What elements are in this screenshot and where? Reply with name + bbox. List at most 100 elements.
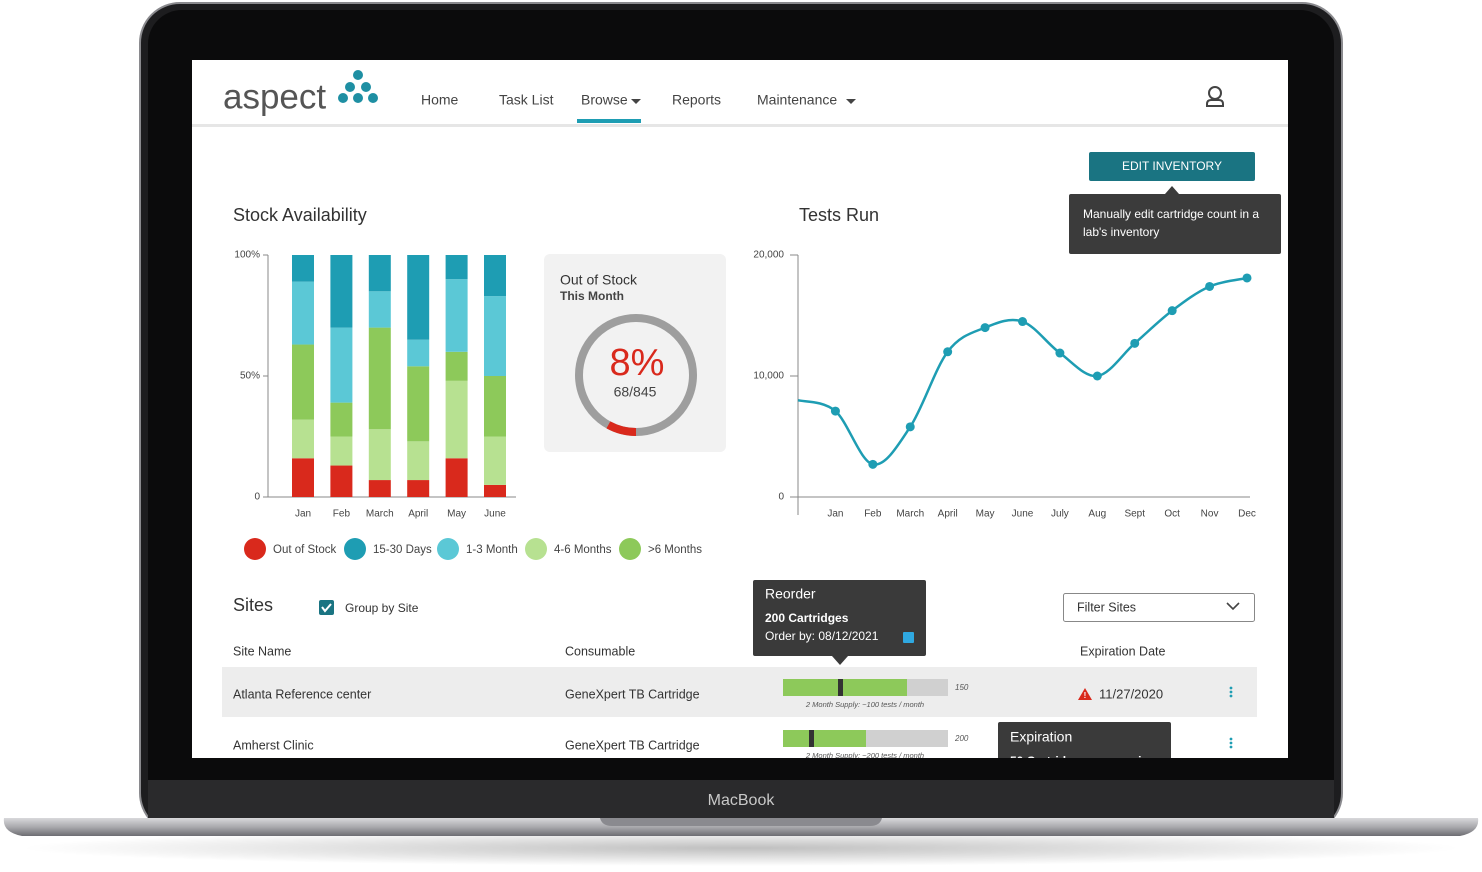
point xyxy=(980,323,990,333)
point xyxy=(905,422,915,432)
bar-segment xyxy=(292,344,314,420)
point xyxy=(1242,273,1252,283)
filter-select[interactable] xyxy=(1063,593,1255,622)
bar-segment xyxy=(445,380,468,459)
x-tick-label: June xyxy=(1012,509,1034,520)
column-header: Consumable xyxy=(565,644,635,658)
column-header: Site Name xyxy=(233,644,291,658)
tooltip-text: Order by: 08/12/2021 xyxy=(765,629,879,643)
nav-item[interactable]: Task List xyxy=(499,92,554,108)
tooltip-arrow xyxy=(832,656,848,665)
consumable: GeneXpert TB Cartridge xyxy=(565,738,700,752)
shadow xyxy=(21,830,1461,866)
bar-segment xyxy=(330,327,353,403)
stock-label: 200 xyxy=(954,734,969,743)
filter-label[interactable]: Filter Sites xyxy=(1077,600,1136,614)
kpi-percent: 8% xyxy=(610,342,665,384)
checkbox-label[interactable]: Group by Site xyxy=(345,601,419,615)
screen: aspect Home Task List Browse Reports Mai… xyxy=(192,60,1288,768)
x-tick-label: Sept xyxy=(1124,509,1145,520)
bar-segment xyxy=(368,327,391,430)
bar-segment xyxy=(407,255,430,340)
nav-item[interactable]: Home xyxy=(421,92,459,108)
caret xyxy=(846,99,856,104)
nav-item[interactable]: Maintenance xyxy=(757,92,837,108)
nav-active xyxy=(577,119,641,123)
legend-label: Out of Stock xyxy=(273,544,337,556)
bar-segment xyxy=(292,419,314,459)
kpi-title: Out of Stock xyxy=(560,272,638,288)
bar-segment xyxy=(484,376,506,437)
row-menu[interactable] xyxy=(1229,737,1233,749)
tooltip-title: Expiration xyxy=(1010,729,1072,745)
bar-segment xyxy=(407,366,430,442)
x-tick-label: May xyxy=(447,509,466,520)
checkbox[interactable] xyxy=(319,600,334,615)
stock-bar-marker xyxy=(809,730,814,747)
supply-label: 2 Month Supply: ~100 tests / month xyxy=(805,700,924,709)
column-header: Expiration Date xyxy=(1080,644,1166,658)
calendar-icon[interactable] xyxy=(903,632,914,643)
warning-icon xyxy=(1078,688,1092,700)
y-tick-label: 0 xyxy=(254,492,260,503)
legend-label: 15-30 Days xyxy=(373,544,432,556)
x-tick-label: Jan xyxy=(827,509,843,520)
chevron xyxy=(1226,602,1240,611)
nav-item[interactable]: Browse xyxy=(581,92,628,108)
bar-segment xyxy=(445,279,468,352)
y-tick-label: 10,000 xyxy=(753,371,784,382)
base-notch xyxy=(600,818,882,826)
bar-segment xyxy=(484,255,506,297)
legend-swatch xyxy=(525,538,547,560)
user-icon[interactable] xyxy=(1206,86,1224,107)
bar-segment xyxy=(368,291,391,328)
tooltip-text: Manually edit cartridge count in a xyxy=(1083,207,1259,221)
x-tick-label: Nov xyxy=(1201,509,1219,520)
bar-segment xyxy=(484,296,506,376)
bar-segment xyxy=(407,480,430,497)
point xyxy=(1092,371,1102,381)
bar-segment xyxy=(292,458,314,497)
supply-label: 2 Month Supply: ~200 tests / month xyxy=(805,751,924,760)
logo[interactable]: aspect xyxy=(223,77,326,116)
warning-mark: ! xyxy=(1084,691,1087,700)
tooltip xyxy=(1069,194,1281,254)
sites-title: Sites xyxy=(233,595,273,615)
site-name: Atlanta Reference center xyxy=(233,687,371,701)
expiration-tooltip xyxy=(998,722,1171,758)
legend-swatch xyxy=(437,538,459,560)
bar-segment xyxy=(407,441,430,481)
legend-swatch xyxy=(619,538,641,560)
bar-segment xyxy=(330,255,353,328)
x-tick-label: July xyxy=(1051,509,1069,520)
y-tick-label: 100% xyxy=(234,250,260,261)
stock-bar-fill xyxy=(783,730,866,747)
point xyxy=(1018,317,1027,327)
edit-button-label[interactable]: EDIT INVENTORY xyxy=(1122,159,1222,173)
point xyxy=(1167,306,1177,316)
x-tick-label: Jan xyxy=(295,509,311,520)
chart-title: Stock Availability xyxy=(233,205,367,225)
bar-segment xyxy=(368,255,391,292)
point xyxy=(1130,338,1140,348)
x-tick-label: June xyxy=(484,509,506,520)
y-tick-label: 50% xyxy=(240,371,260,382)
nav-item[interactable]: Reports xyxy=(672,92,721,108)
stock-label: 150 xyxy=(955,683,969,692)
tooltip-arrow xyxy=(1165,186,1179,194)
x-tick-label: April xyxy=(938,509,958,520)
point xyxy=(830,406,840,416)
caret xyxy=(631,99,641,104)
tooltip-text: lab's inventory xyxy=(1083,225,1159,239)
x-tick-label: Dec xyxy=(1238,509,1256,520)
stock-bar-marker xyxy=(838,679,843,696)
row-menu[interactable] xyxy=(1229,686,1233,698)
legend-label: >6 Months xyxy=(648,544,702,556)
y-tick-label: 20,000 xyxy=(753,250,784,261)
tooltip-text: 50 Cartridges may expire xyxy=(1010,754,1153,768)
edit-button[interactable] xyxy=(1089,152,1255,181)
bar-segment xyxy=(368,480,391,497)
bar-segment xyxy=(484,436,506,485)
header xyxy=(192,60,1288,124)
x-tick-label: April xyxy=(408,509,428,520)
